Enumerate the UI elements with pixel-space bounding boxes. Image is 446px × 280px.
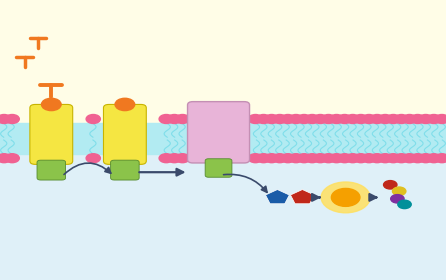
Circle shape	[5, 154, 19, 163]
Circle shape	[378, 154, 392, 163]
Circle shape	[435, 115, 446, 123]
Circle shape	[370, 154, 384, 163]
Circle shape	[305, 115, 319, 123]
Circle shape	[321, 115, 335, 123]
Circle shape	[394, 154, 409, 163]
Circle shape	[419, 154, 433, 163]
Circle shape	[386, 154, 401, 163]
Circle shape	[167, 154, 182, 163]
FancyBboxPatch shape	[30, 104, 73, 164]
Circle shape	[330, 115, 344, 123]
Circle shape	[354, 115, 368, 123]
Circle shape	[0, 115, 11, 123]
Circle shape	[346, 154, 360, 163]
Circle shape	[419, 115, 433, 123]
Circle shape	[362, 154, 376, 163]
Circle shape	[175, 115, 190, 123]
Circle shape	[273, 154, 287, 163]
Circle shape	[321, 182, 370, 213]
Circle shape	[386, 115, 401, 123]
Circle shape	[398, 200, 411, 209]
Circle shape	[378, 115, 392, 123]
Circle shape	[346, 115, 360, 123]
Circle shape	[289, 154, 303, 163]
Circle shape	[435, 154, 446, 163]
Circle shape	[115, 98, 135, 111]
Circle shape	[330, 154, 344, 163]
Circle shape	[338, 115, 352, 123]
Circle shape	[5, 115, 19, 123]
Bar	[0, 123, 446, 154]
Circle shape	[0, 154, 11, 163]
Circle shape	[370, 115, 384, 123]
Bar	[0, 139, 446, 280]
Circle shape	[321, 154, 335, 163]
Circle shape	[256, 115, 271, 123]
Circle shape	[427, 115, 441, 123]
Circle shape	[159, 154, 173, 163]
Circle shape	[410, 154, 425, 163]
Circle shape	[391, 195, 404, 203]
Circle shape	[175, 154, 190, 163]
Circle shape	[159, 115, 173, 123]
Circle shape	[289, 115, 303, 123]
Circle shape	[402, 154, 417, 163]
Circle shape	[273, 115, 287, 123]
FancyBboxPatch shape	[111, 160, 139, 180]
Circle shape	[394, 115, 409, 123]
Circle shape	[297, 154, 311, 163]
FancyBboxPatch shape	[37, 160, 66, 180]
Circle shape	[392, 187, 406, 195]
Circle shape	[167, 115, 182, 123]
Circle shape	[354, 154, 368, 163]
Circle shape	[256, 154, 271, 163]
FancyBboxPatch shape	[103, 104, 146, 164]
Circle shape	[305, 154, 319, 163]
Circle shape	[281, 115, 295, 123]
Circle shape	[313, 115, 327, 123]
FancyBboxPatch shape	[205, 159, 232, 177]
Circle shape	[362, 115, 376, 123]
Circle shape	[313, 154, 327, 163]
Circle shape	[402, 115, 417, 123]
Circle shape	[427, 154, 441, 163]
Circle shape	[264, 154, 279, 163]
Circle shape	[86, 154, 100, 163]
Circle shape	[297, 115, 311, 123]
FancyBboxPatch shape	[187, 102, 250, 163]
Circle shape	[331, 188, 360, 206]
Circle shape	[86, 115, 100, 123]
Circle shape	[281, 154, 295, 163]
Polygon shape	[290, 190, 314, 204]
Circle shape	[384, 181, 397, 189]
Polygon shape	[265, 190, 289, 204]
Circle shape	[338, 154, 352, 163]
Circle shape	[264, 115, 279, 123]
Circle shape	[41, 98, 61, 111]
Circle shape	[248, 115, 263, 123]
Circle shape	[410, 115, 425, 123]
Circle shape	[248, 154, 263, 163]
